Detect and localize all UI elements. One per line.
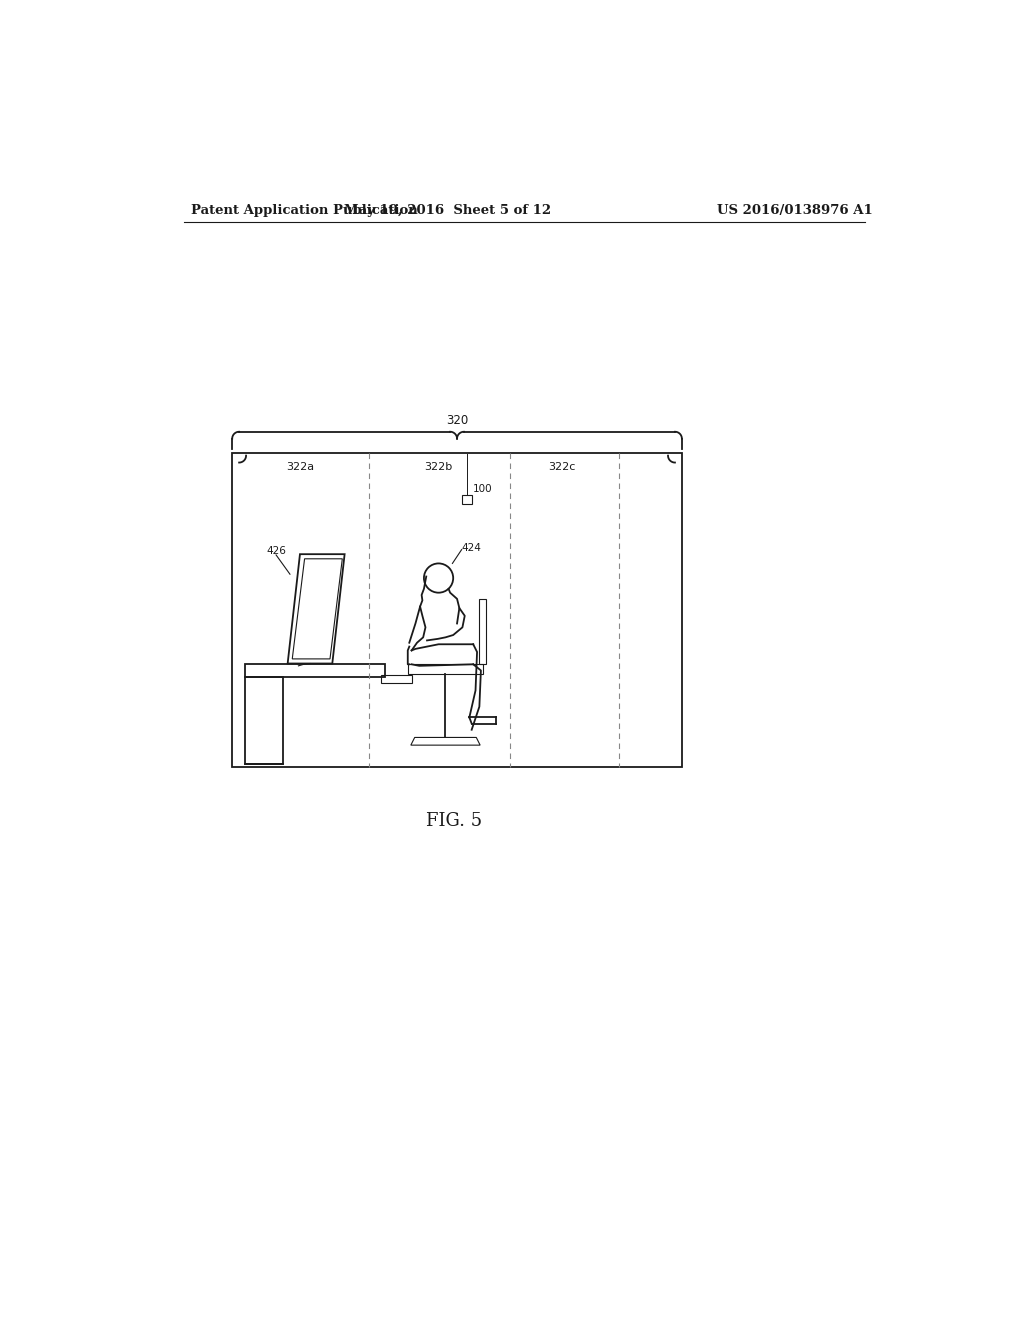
Text: 322b: 322b: [424, 462, 453, 473]
Text: Patent Application Publication: Patent Application Publication: [190, 205, 418, 218]
Text: May 19, 2016  Sheet 5 of 12: May 19, 2016 Sheet 5 of 12: [344, 205, 551, 218]
Text: 322a: 322a: [286, 462, 314, 473]
Text: 322c: 322c: [548, 462, 575, 473]
Text: FIG. 5: FIG. 5: [426, 812, 482, 829]
Text: 426: 426: [267, 546, 287, 556]
Text: 424: 424: [462, 543, 481, 553]
Text: US 2016/0138976 A1: US 2016/0138976 A1: [717, 205, 873, 218]
Text: 320: 320: [445, 414, 468, 428]
Text: 100: 100: [473, 483, 493, 494]
